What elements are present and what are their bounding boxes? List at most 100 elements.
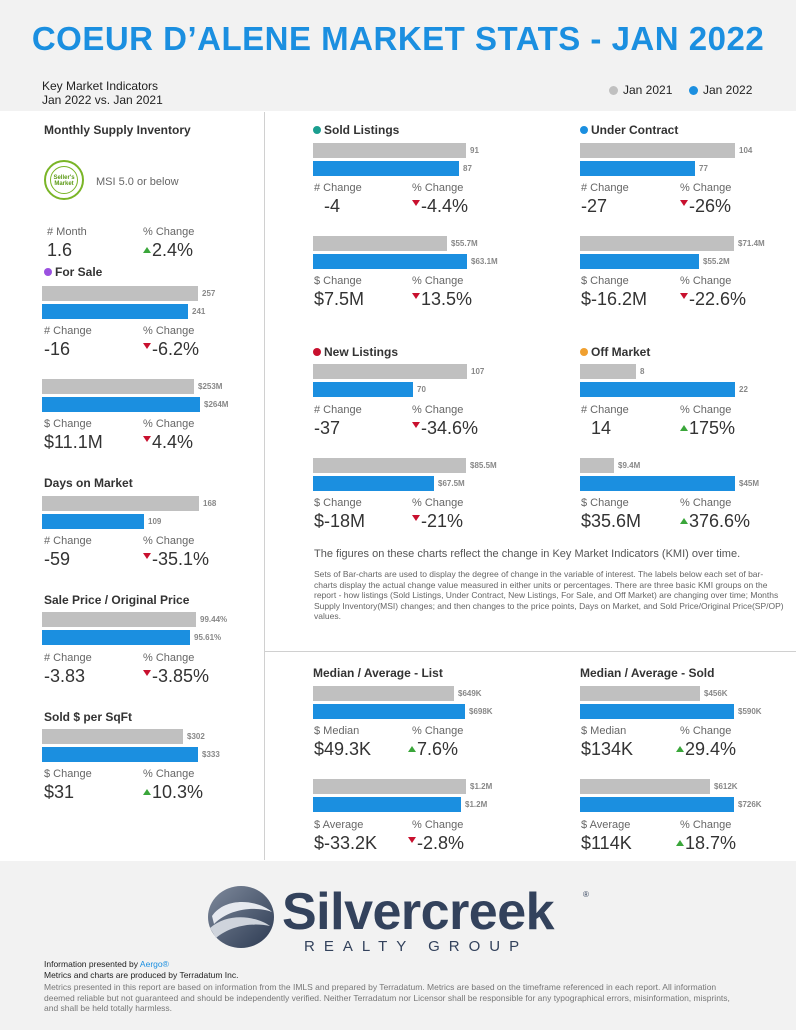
arrow-down-icon <box>412 200 420 206</box>
new-listings-dollar-bar-prev-label: $85.5M <box>470 461 497 470</box>
description-body: Sets of Bar-charts are used to display t… <box>314 569 784 621</box>
sp-op-bar-curr-label: 95.61% <box>194 633 222 642</box>
vertical-divider <box>264 112 265 860</box>
off-market-label-b1: % Change <box>680 404 732 416</box>
new-listings-label-a1: # Change <box>314 404 362 416</box>
for-sale-bar-curr <box>42 304 188 319</box>
sold-bar-curr <box>313 161 459 176</box>
aergo-link[interactable]: Aergo® <box>139 959 169 969</box>
legend-curr: Jan 2022 <box>689 83 752 97</box>
under-contract-bar-curr-label: 77 <box>699 164 708 173</box>
under-contract-dollar-bar-prev <box>580 236 734 251</box>
off-market-dot-icon <box>580 348 588 356</box>
silvercreek-logo: Silvercreek ® REALTY GROUP <box>200 880 600 960</box>
under-contract-value-b2: -22.6% <box>680 289 746 310</box>
list-label-b2: % Change <box>412 819 464 831</box>
off-market-value-a2: $35.6M <box>581 511 642 531</box>
under-contract-dollar-bar-prev-label: $71.4M <box>738 239 765 248</box>
off-market-dollar-bar-curr-label: $45M <box>739 479 760 488</box>
legend-curr-dot-icon <box>689 86 698 95</box>
sqft-bar-prev <box>42 729 183 744</box>
under-contract-title: Under Contract <box>580 123 678 137</box>
new-listings-title: New Listings <box>313 345 398 359</box>
for-sale-label-b2: % Change <box>143 418 195 430</box>
msi-label-b: % Change <box>143 226 195 238</box>
sold-average-bar-prev-label: $612K <box>714 782 738 791</box>
list-label-a2: $ Average <box>314 819 364 831</box>
for-sale-value-b2: 4.4% <box>143 432 193 453</box>
off-market-label-b2: % Change <box>680 497 732 509</box>
sold-bar-curr-label: 87 <box>463 164 472 173</box>
sold-bar-prev <box>313 143 466 158</box>
sold-median-bar-prev <box>580 686 700 701</box>
sqft-value-a: $31 <box>44 782 75 802</box>
dom-bar-prev-label: 168 <box>203 499 217 508</box>
arrow-up-icon <box>680 518 688 524</box>
sqft-bar-curr-label: $333 <box>202 750 220 759</box>
arrow-down-icon <box>143 553 151 559</box>
list-prices-title: Median / Average - List <box>313 666 443 680</box>
msi-value-b: 2.4% <box>143 240 193 261</box>
sqft-bar-curr <box>42 747 198 762</box>
kmi-heading: Key Market Indicators Jan 2022 vs. Jan 2… <box>42 79 163 107</box>
for-sale-dollar-bar-prev <box>42 379 194 394</box>
off-market-bar-prev-label: 8 <box>640 367 645 376</box>
arrow-up-icon <box>680 425 688 431</box>
for-sale-value-a1: -16 <box>44 339 71 359</box>
under-contract-dollar-bar-curr <box>580 254 699 269</box>
sold-average-bar-curr-label: $726K <box>738 800 762 809</box>
sold-average-bar-curr <box>580 797 734 812</box>
sold-value-b2: 13.5% <box>412 289 472 310</box>
off-market-dollar-bar-prev-label: $9.4M <box>618 461 641 470</box>
sp-op-bar-prev-label: 99.44% <box>200 615 228 624</box>
for-sale-dot-icon <box>44 268 52 276</box>
new-listings-dot-icon <box>313 348 321 356</box>
off-market-bar-curr-label: 22 <box>739 385 748 394</box>
new-listings-label-b2: % Change <box>412 497 464 509</box>
sold-label-b2: % Change <box>412 275 464 287</box>
sold-median-bar-prev-label: $456K <box>704 689 728 698</box>
dom-bar-curr-label: 109 <box>148 517 162 526</box>
legend-prev-dot-icon <box>609 86 618 95</box>
sold-label-a2: $ Change <box>314 275 362 287</box>
sp-op-bar-prev <box>42 612 196 627</box>
list-median-bar-curr <box>313 704 465 719</box>
new-listings-bar-curr <box>313 382 413 397</box>
under-contract-label-a1: # Change <box>581 182 629 194</box>
for-sale-label-a1: # Change <box>44 325 92 337</box>
list-median-bar-prev-label: $649K <box>458 689 482 698</box>
off-market-value-b2: 376.6% <box>680 511 750 532</box>
under-contract-dollar-bar-curr-label: $55.2M <box>703 257 730 266</box>
new-listings-value-b2: -21% <box>412 511 463 532</box>
sold-dollar-bar-prev-label: $55.7M <box>451 239 478 248</box>
arrow-down-icon <box>412 422 420 428</box>
sold-prices-label-b1: % Change <box>680 725 732 737</box>
sold-value-a1: -4 <box>324 196 341 216</box>
msi-note: MSI 5.0 or below <box>96 176 179 188</box>
logo-registered: ® <box>583 890 589 899</box>
sold-prices-label-b2: % Change <box>680 819 732 831</box>
under-contract-value-a1: -27 <box>581 196 608 216</box>
arrow-up-icon <box>676 746 684 752</box>
off-market-bar-prev <box>580 364 636 379</box>
under-contract-label-b2: % Change <box>680 275 732 287</box>
list-label-b1: % Change <box>412 725 464 737</box>
dom-label-a: # Change <box>44 535 92 547</box>
for-sale-bar-prev <box>42 286 198 301</box>
sp-op-value-b: -3.85% <box>143 666 209 687</box>
description-headline: The figures on these charts reflect the … <box>314 548 741 560</box>
off-market-title: Off Market <box>580 345 650 359</box>
sold-median-bar-curr <box>580 704 734 719</box>
arrow-up-icon <box>143 789 151 795</box>
under-contract-bar-curr <box>580 161 695 176</box>
for-sale-label-b1: % Change <box>143 325 195 337</box>
arrow-down-icon <box>680 200 688 206</box>
list-median-bar-prev <box>313 686 454 701</box>
new-listings-label-b1: % Change <box>412 404 464 416</box>
sold-value-a2: $7.5M <box>314 289 365 309</box>
for-sale-dollar-bar-curr-label: $264M <box>204 400 229 409</box>
sp-op-label-b: % Change <box>143 652 195 664</box>
msi-title: Monthly Supply Inventory <box>44 123 191 137</box>
for-sale-bar-curr-label: 241 <box>192 307 206 316</box>
badge-line2: Market <box>54 181 74 187</box>
